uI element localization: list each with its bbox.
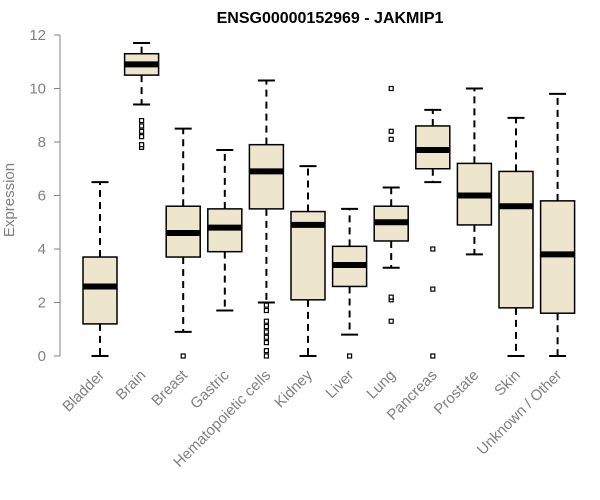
outlier-point [430,353,436,359]
outlier-point [430,246,436,252]
box-skin [498,116,534,357]
outlier-point [180,353,186,359]
outlier-point [388,136,394,142]
outlier-point [388,85,394,92]
outlier-point [139,123,145,129]
outlier-point [388,128,394,134]
boxes-group [82,42,576,359]
outlier-point [388,318,394,324]
outlier-point [263,329,269,335]
y-tick-label: 10 [29,81,46,98]
iqr-box [82,256,118,325]
outlier-point [263,334,269,340]
chart-title: ENSG00000152969 - JAKMIP1 [217,10,444,27]
box-hematopoietic-cells [248,79,285,359]
box-unknown-other [539,92,576,357]
box-bladder [82,181,118,357]
iqr-box [248,143,285,210]
y-axis-label: Expression [1,163,18,237]
box-brain [123,42,160,150]
x-category-label: Bladder [59,367,108,416]
x-category-label: Liver [322,367,357,402]
y-axis: 0 2 4 6 8 10 12 [29,27,61,365]
y-tick-label: 0 [38,348,46,365]
outlier-point [263,340,269,346]
y-tick-label: 12 [29,27,46,44]
outlier-point [139,134,145,140]
outlier-point [263,307,269,314]
outlier-point [139,142,145,148]
x-category-label: Brain [113,367,150,404]
x-category-label: Skin [491,367,524,400]
iqr-box [498,170,534,309]
outlier-point [263,323,269,330]
outlier-point [263,318,269,324]
y-tick-label: 4 [38,241,46,258]
box-prostate [456,87,493,256]
outlier-point [263,302,269,308]
box-liver [331,207,368,359]
x-category-label: Kidney [271,366,316,411]
y-tick-label: 2 [38,295,46,312]
box-pancreas [415,108,451,359]
outlier-point [430,286,436,292]
outlier-point [347,353,353,359]
outlier-point [139,128,145,134]
outlier-point [388,294,394,300]
outlier-point [263,353,269,359]
box-kidney [290,165,326,357]
outlier-point [263,348,269,354]
y-tick-label: 6 [38,188,46,205]
x-category-label: Breast [148,366,191,409]
y-tick-label: 8 [38,134,46,151]
box-lung [373,85,409,324]
outlier-point [139,117,145,124]
x-category-label: Prostate [431,367,483,419]
x-category-label: Lung [363,367,399,403]
box-breast [165,127,201,359]
box-gastric [207,149,243,312]
